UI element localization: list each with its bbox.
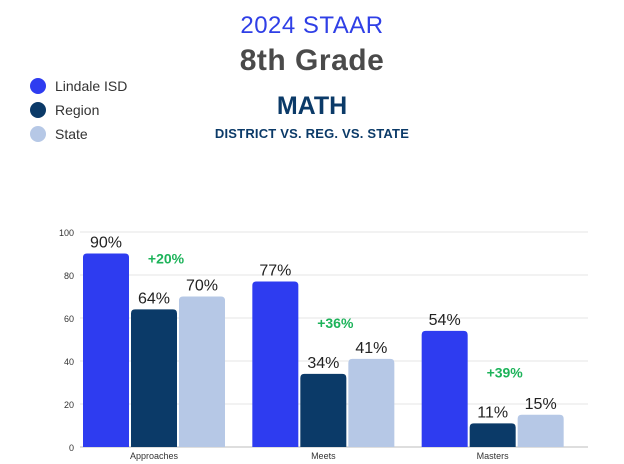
chart-title: 8th Grade xyxy=(239,44,385,77)
x-tick-label: Masters xyxy=(477,451,510,461)
legend-swatch-state xyxy=(30,126,46,142)
legend-label-region: Region xyxy=(55,102,100,118)
bar-region-meets xyxy=(300,373,347,447)
data-label-region-masters: 11% xyxy=(477,404,508,421)
legend-item-district: Lindale ISD xyxy=(30,74,127,98)
data-label-state-approaches: 70% xyxy=(186,278,218,295)
bar-region-approaches xyxy=(131,309,177,447)
legend-swatch-district xyxy=(30,78,46,94)
x-tick-label: Approaches xyxy=(130,451,179,461)
data-label-district-approaches: 90% xyxy=(90,235,122,252)
y-tick-label: 20 xyxy=(64,400,74,410)
legend-label-district: Lindale ISD xyxy=(55,78,128,94)
legend-swatch-region xyxy=(30,102,46,118)
difference-annotation-meets: +36% xyxy=(317,315,354,331)
x-tick-label: Meets xyxy=(311,451,336,461)
y-tick-label: 0 xyxy=(69,443,74,453)
y-tick-label: 100 xyxy=(59,228,74,238)
bar-state-approaches xyxy=(179,296,225,447)
legend-label-state: State xyxy=(55,126,88,142)
legend: Lindale ISD Region State xyxy=(30,74,127,146)
legend-item-state: State xyxy=(30,122,127,146)
y-tick-label: 60 xyxy=(64,314,74,324)
data-label-district-masters: 54% xyxy=(429,312,461,329)
difference-annotation-masters: +39% xyxy=(487,364,524,380)
data-label-district-meets: 77% xyxy=(259,262,291,279)
data-label-region-meets: 34% xyxy=(307,355,339,372)
difference-annotation-approaches: +20% xyxy=(148,250,185,266)
bar-district-meets xyxy=(252,281,299,447)
data-label-state-meets: 41% xyxy=(355,340,387,357)
bar-state-meets xyxy=(348,358,395,447)
legend-item-region: Region xyxy=(30,98,127,122)
bar-district-masters xyxy=(421,330,468,447)
chart-subject: MATH xyxy=(276,92,348,120)
chart-supertitle: 2024 STAAR xyxy=(240,12,384,39)
bar-district-approaches xyxy=(83,253,129,447)
y-tick-label: 80 xyxy=(64,271,74,281)
data-label-region-approaches: 64% xyxy=(138,290,170,307)
data-label-state-masters: 15% xyxy=(525,396,557,413)
chart-subtitle: DISTRICT VS. REG. VS. STATE xyxy=(214,126,410,141)
y-tick-label: 40 xyxy=(64,357,74,367)
bar-state-masters xyxy=(517,414,564,447)
bar-region-masters xyxy=(469,423,516,447)
